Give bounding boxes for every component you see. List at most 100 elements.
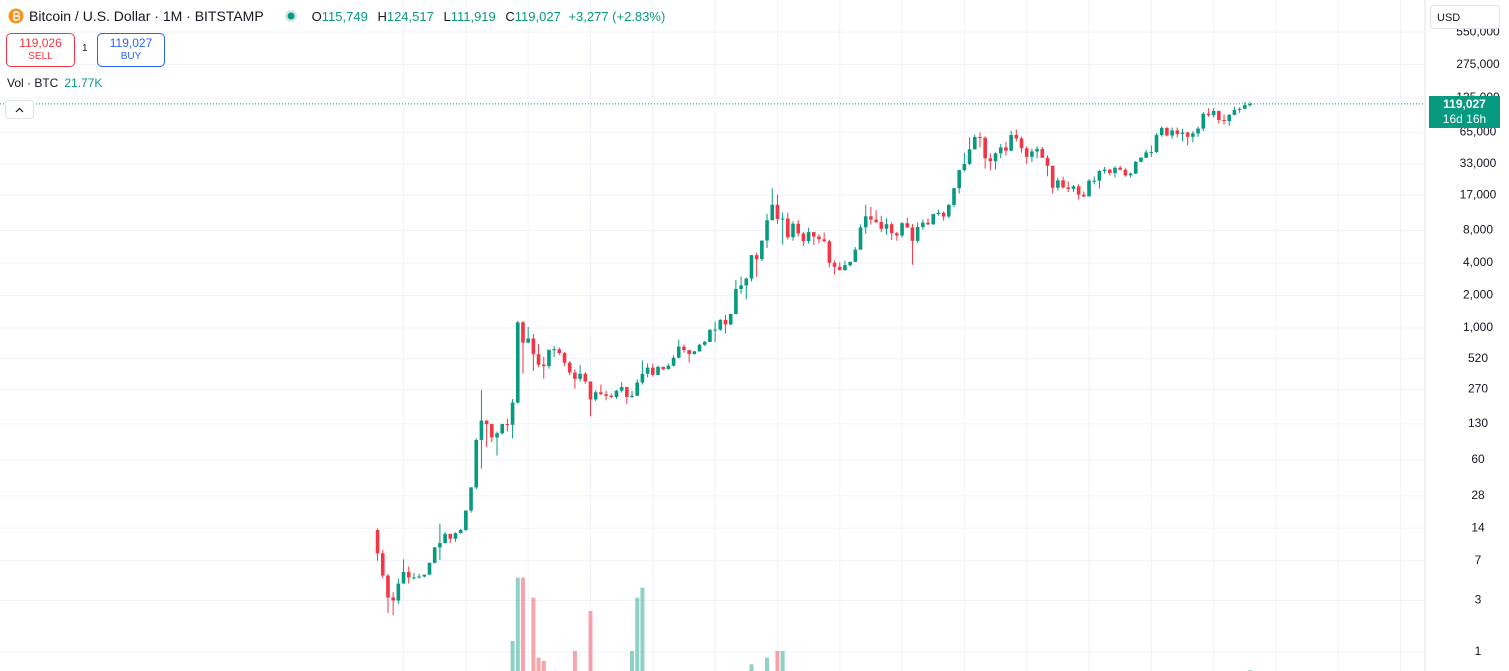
candle-body <box>1118 167 1122 170</box>
candle-body <box>562 353 567 363</box>
candle-body <box>936 212 941 215</box>
y-tick-label: 7 <box>1475 553 1482 567</box>
candle-body <box>375 529 380 554</box>
currency-button[interactable]: USD <box>1430 5 1500 29</box>
candle-body <box>1248 103 1252 106</box>
candle-body <box>474 439 479 488</box>
buy-price: 119,027 <box>109 36 153 50</box>
candle-body <box>931 214 936 225</box>
candle-body <box>536 354 541 365</box>
candle-body <box>775 204 780 219</box>
candle-body <box>926 222 930 225</box>
y-tick-label: 33,000 <box>1460 156 1497 170</box>
candle-body <box>671 357 676 366</box>
candle-body <box>541 364 546 367</box>
candle-body <box>1066 187 1071 189</box>
candle-body <box>490 424 494 438</box>
candle-body <box>531 338 536 355</box>
candle-body <box>1180 132 1185 134</box>
candle-body <box>458 529 463 534</box>
spread: 1 <box>82 43 88 54</box>
candle-body <box>453 533 458 539</box>
candle-body <box>1237 108 1242 110</box>
candle-body <box>728 313 733 325</box>
candle-body <box>1243 105 1247 109</box>
candle-body <box>391 597 395 601</box>
candle-body <box>801 233 806 242</box>
candle-body <box>1014 134 1019 139</box>
candle-body <box>900 223 904 236</box>
candle-body <box>599 392 603 395</box>
candle-body <box>1004 147 1008 151</box>
candle-body <box>993 153 998 162</box>
price-label: 119,027 16d 16h <box>1429 95 1500 128</box>
candle-body <box>547 349 551 367</box>
candle-body <box>713 329 717 331</box>
candle-body <box>687 350 691 355</box>
volume-bar <box>588 611 593 671</box>
collapse-button[interactable] <box>5 100 34 119</box>
candle-body <box>786 218 790 238</box>
candle-body <box>702 341 707 345</box>
candle-body <box>495 433 499 438</box>
symbol-title[interactable]: Bitcoin / U.S. Dollar · 1M · BITSTAMP <box>29 8 264 24</box>
y-tick-label: 8,000 <box>1463 223 1493 237</box>
y-tick-label: 270 <box>1468 382 1488 396</box>
candle-body <box>1056 180 1060 188</box>
candle-body <box>557 349 562 354</box>
candle-body <box>734 288 738 314</box>
candle-body <box>889 224 894 234</box>
y-tick-label: 14 <box>1471 520 1485 534</box>
y-tick-label: 17,000 <box>1460 187 1497 201</box>
candle-body <box>827 241 832 263</box>
y-tick-label: 130 <box>1468 416 1488 430</box>
candle-body <box>817 236 821 240</box>
candle-body <box>526 338 530 343</box>
candle-body <box>1149 152 1154 154</box>
ohlc-key: L <box>443 8 451 24</box>
candle-body <box>972 136 977 150</box>
candle-body <box>983 137 987 159</box>
candle-body <box>588 381 593 400</box>
ohlc-value: 111,919 <box>450 8 496 24</box>
market-status[interactable] <box>284 9 298 23</box>
y-tick-label: 1,000 <box>1463 320 1493 334</box>
candle-body <box>635 382 640 396</box>
candle-body <box>1092 180 1097 182</box>
candle-body <box>1175 130 1180 134</box>
candle-body <box>952 188 956 205</box>
candle-body <box>1071 186 1076 189</box>
candle-body <box>464 510 468 530</box>
ohlc-key: C <box>505 8 515 24</box>
volume-bar <box>765 657 770 671</box>
volume-legend[interactable]: Vol · BTC 21.77K <box>7 76 102 90</box>
sell-button[interactable]: 119,026 SELL <box>6 33 75 67</box>
candle-body <box>640 373 645 383</box>
candle-body <box>1159 127 1164 136</box>
volume-bar <box>510 641 515 671</box>
candle-body <box>380 553 385 576</box>
candle-body <box>1206 113 1211 116</box>
legend: Bitcoin / U.S. Dollar · 1M · BITSTAMP O1… <box>8 8 665 24</box>
candle-body <box>1128 173 1133 176</box>
candle-body <box>583 373 588 382</box>
candle-body <box>619 387 624 391</box>
candle-body <box>765 220 769 241</box>
candle-body <box>578 373 582 379</box>
volume-bar <box>536 657 541 671</box>
candle-body <box>1222 120 1226 122</box>
candle-body <box>1024 148 1029 157</box>
candle-body <box>837 266 842 271</box>
ohlc-key: H <box>377 8 387 24</box>
buy-button[interactable]: 119,027 BUY <box>97 33 165 67</box>
candle-body <box>1227 114 1232 122</box>
candle-body <box>676 346 681 358</box>
candle-body <box>614 390 619 397</box>
candle-body <box>661 366 665 370</box>
y-tick-label: 2,000 <box>1463 288 1493 302</box>
y-tick-label: 3 <box>1475 593 1482 607</box>
candle-body <box>1191 133 1195 137</box>
candle-body <box>1165 127 1169 136</box>
volume-bar <box>635 597 640 671</box>
